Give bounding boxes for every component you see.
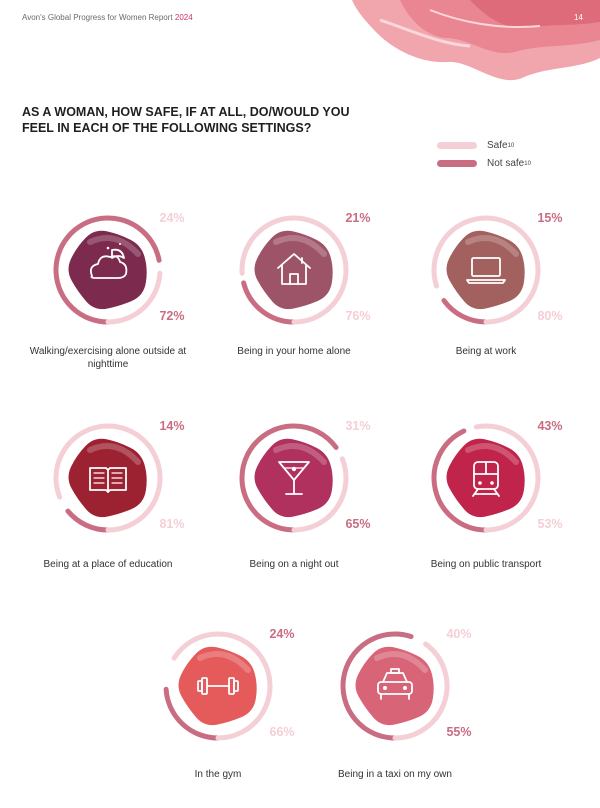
- safe-arc: [291, 456, 349, 533]
- donut-gauge: 65% 31%: [239, 419, 371, 533]
- safe-value-label: 81%: [159, 517, 184, 531]
- setting-label: Being in your home alone: [237, 346, 351, 357]
- lipstick-blob: [446, 230, 525, 310]
- safe-arc: [53, 423, 163, 533]
- legend-label-not-safe: Not safe: [487, 158, 525, 169]
- legend-item-not-safe: Not safe 10: [437, 158, 531, 169]
- book-icon: [89, 467, 127, 493]
- not-safe-arc: [53, 215, 162, 325]
- not-safe-arc: [441, 298, 489, 325]
- blob-highlight: [465, 443, 519, 465]
- lipstick-blob: [68, 230, 147, 310]
- donut-gauge: 14% 81%: [53, 419, 185, 533]
- donut-gauge: 55% 40%: [340, 627, 472, 741]
- dumbbell-icon: [197, 677, 239, 695]
- safe-value-label: 40%: [446, 627, 471, 641]
- donut-gauge: 43% 53%: [431, 419, 563, 533]
- lipstick-blob: [355, 646, 434, 726]
- legend-footnote-safe: 10: [507, 142, 515, 149]
- setting-label: Walking/exercising alone outside at nigh…: [29, 346, 187, 370]
- donut-gauge: 15% 80%: [431, 211, 563, 325]
- blob-highlight: [465, 235, 519, 257]
- safe-arc: [392, 641, 450, 741]
- blob-highlight: [374, 651, 428, 673]
- not-safe-value-label: 21%: [345, 211, 370, 225]
- taxi-icon: [377, 668, 413, 700]
- not-safe-value-label: 72%: [159, 309, 184, 323]
- report-title-text: Avon's Global Progress for Women Report: [22, 13, 173, 22]
- page-title: AS A WOMAN, HOW SAFE, IF AT ALL, DO/WOUL…: [22, 105, 350, 135]
- legend-swatch-safe: [437, 142, 477, 149]
- train-icon: [472, 461, 500, 497]
- legend-label-safe: Safe: [487, 140, 508, 151]
- not-safe-arc: [163, 686, 221, 741]
- laptop-icon: [466, 257, 506, 284]
- safe-arc: [171, 631, 273, 741]
- blob-highlight: [273, 443, 327, 465]
- page-number: 14: [574, 13, 583, 22]
- setting-label: Being at a place of education: [43, 559, 173, 570]
- safe-value-label: 66%: [269, 725, 294, 739]
- safe-arc: [105, 270, 163, 325]
- blob-highlight: [87, 235, 141, 257]
- cocktail-icon: [278, 461, 310, 495]
- not-safe-arc: [65, 508, 111, 533]
- safe-value-label: 80%: [537, 309, 562, 323]
- lipstick-blob: [446, 438, 525, 518]
- cloud-moon-icon: [89, 243, 128, 279]
- setting-label: Being on a night out: [249, 559, 339, 570]
- report-year: 2024: [174, 13, 193, 22]
- not-safe-value-label: 24%: [269, 627, 294, 641]
- legend-footnote-not-safe: 10: [524, 160, 531, 167]
- donut-gauge: 72% 24%: [53, 211, 185, 325]
- safe-arc: [431, 215, 541, 325]
- setting-label: Being in a taxi on my own: [338, 769, 452, 780]
- safe-value-label: 24%: [159, 211, 184, 225]
- not-safe-arc: [241, 280, 297, 325]
- house-icon: [277, 253, 311, 285]
- safe-value-label: 76%: [345, 309, 370, 323]
- setting-label: In the gym: [194, 769, 242, 780]
- safe-arc: [239, 215, 349, 325]
- not-safe-value-label: 65%: [345, 517, 370, 531]
- donut-gauge: 21% 76%: [239, 211, 371, 325]
- not-safe-value-label: 15%: [537, 211, 562, 225]
- donut-gauge: 24% 66%: [163, 627, 295, 741]
- legend-item-safe: Safe 10: [437, 140, 514, 151]
- legend-swatch-not-safe: [437, 160, 477, 167]
- not-safe-arc: [340, 631, 414, 741]
- report-title: Avon's Global Progress for Women Report …: [22, 13, 193, 22]
- blob-highlight: [197, 651, 251, 673]
- lipstick-blob: [254, 230, 333, 310]
- not-safe-arc: [239, 423, 339, 533]
- setting-label: Being at work: [455, 346, 517, 357]
- blob-highlight: [87, 443, 141, 465]
- safe-value-label: 53%: [537, 517, 562, 531]
- safe-arc: [473, 423, 541, 533]
- blob-highlight: [273, 235, 327, 257]
- not-safe-value-label: 14%: [159, 419, 184, 433]
- not-safe-arc: [431, 428, 489, 533]
- not-safe-value-label: 55%: [446, 725, 471, 739]
- not-safe-value-label: 43%: [537, 419, 562, 433]
- lipstick-blob: [254, 438, 333, 518]
- safe-value-label: 31%: [345, 419, 370, 433]
- setting-label: Being on public transport: [430, 559, 542, 570]
